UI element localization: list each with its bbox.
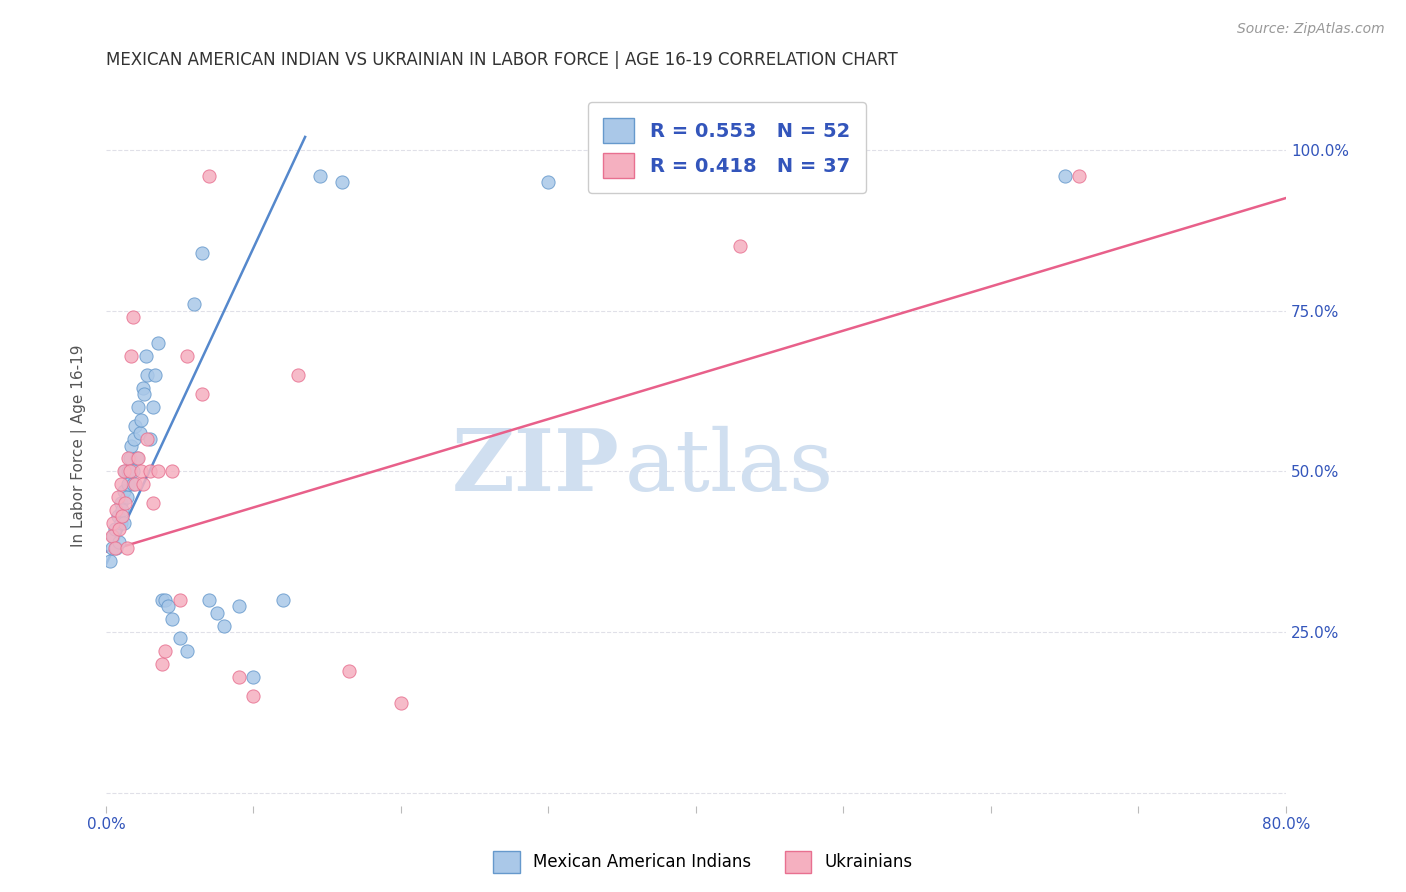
Point <box>132 477 155 491</box>
Point <box>337 664 360 678</box>
Legend: Mexican American Indians, Ukrainians: Mexican American Indians, Ukrainians <box>486 845 920 880</box>
Point <box>162 612 184 626</box>
Point <box>131 413 153 427</box>
Point <box>169 592 191 607</box>
Point <box>136 368 159 382</box>
Point <box>107 509 129 524</box>
Point <box>110 516 132 530</box>
Point <box>153 644 176 658</box>
Point <box>111 503 134 517</box>
Point <box>287 368 309 382</box>
Point <box>118 451 141 466</box>
Point <box>228 599 250 614</box>
Point <box>111 509 134 524</box>
Point <box>176 349 198 363</box>
Y-axis label: In Labor Force | Age 16-19: In Labor Force | Age 16-19 <box>72 344 87 547</box>
Point <box>125 451 148 466</box>
Point <box>212 618 235 632</box>
Text: Source: ZipAtlas.com: Source: ZipAtlas.com <box>1237 22 1385 37</box>
Point <box>118 464 141 478</box>
Text: ZIP: ZIP <box>451 425 619 509</box>
Point <box>728 239 751 253</box>
Point <box>183 297 205 311</box>
Point <box>228 670 250 684</box>
Point <box>120 349 142 363</box>
Point <box>139 432 162 446</box>
Point <box>121 310 143 324</box>
Point <box>112 516 135 530</box>
Point <box>156 599 179 614</box>
Point <box>242 690 264 704</box>
Point <box>110 496 132 510</box>
Point <box>142 496 165 510</box>
Point <box>114 464 136 478</box>
Point <box>205 606 228 620</box>
Legend: R = 0.553   N = 52, R = 0.418   N = 37: R = 0.553 N = 52, R = 0.418 N = 37 <box>588 103 866 194</box>
Point <box>142 400 165 414</box>
Point <box>389 696 412 710</box>
Point <box>110 477 132 491</box>
Point <box>121 464 143 478</box>
Point <box>271 592 294 607</box>
Text: MEXICAN AMERICAN INDIAN VS UKRAINIAN IN LABOR FORCE | AGE 16-19 CORRELATION CHAR: MEXICAN AMERICAN INDIAN VS UKRAINIAN IN … <box>105 51 898 69</box>
Point <box>121 477 143 491</box>
Text: atlas: atlas <box>626 425 834 508</box>
Point <box>103 528 125 542</box>
Point <box>105 541 128 556</box>
Point <box>117 477 139 491</box>
Point <box>122 432 145 446</box>
Point <box>139 464 162 478</box>
Point <box>104 522 127 536</box>
Point <box>108 535 131 549</box>
Point <box>112 464 135 478</box>
Point <box>153 592 176 607</box>
Point <box>124 477 146 491</box>
Point <box>191 387 214 401</box>
Point <box>127 400 149 414</box>
Point <box>146 335 169 350</box>
Point <box>176 644 198 658</box>
Point <box>242 670 264 684</box>
Point <box>124 419 146 434</box>
Point <box>1069 169 1091 183</box>
Point <box>162 464 184 478</box>
Point <box>101 541 124 556</box>
Point <box>198 592 221 607</box>
Point <box>103 516 125 530</box>
Point <box>134 387 156 401</box>
Point <box>115 490 138 504</box>
Point <box>150 592 173 607</box>
Point <box>143 368 166 382</box>
Point <box>308 169 330 183</box>
Point <box>112 483 135 498</box>
Point <box>169 632 191 646</box>
Point <box>146 464 169 478</box>
Point <box>115 541 138 556</box>
Point <box>131 464 153 478</box>
Point <box>108 522 131 536</box>
Point <box>132 381 155 395</box>
Point <box>1053 169 1076 183</box>
Point <box>114 496 136 510</box>
Point <box>120 438 142 452</box>
Point <box>127 451 149 466</box>
Point <box>191 245 214 260</box>
Point <box>117 464 139 478</box>
Point <box>330 175 353 189</box>
Point <box>105 503 128 517</box>
Point <box>101 528 124 542</box>
Point <box>107 490 129 504</box>
Point <box>135 349 157 363</box>
Point <box>100 554 122 568</box>
Point <box>136 432 159 446</box>
Point <box>117 451 139 466</box>
Point <box>537 175 560 189</box>
Point <box>198 169 221 183</box>
Point <box>129 425 152 440</box>
Point <box>150 657 173 672</box>
Point <box>104 541 127 556</box>
